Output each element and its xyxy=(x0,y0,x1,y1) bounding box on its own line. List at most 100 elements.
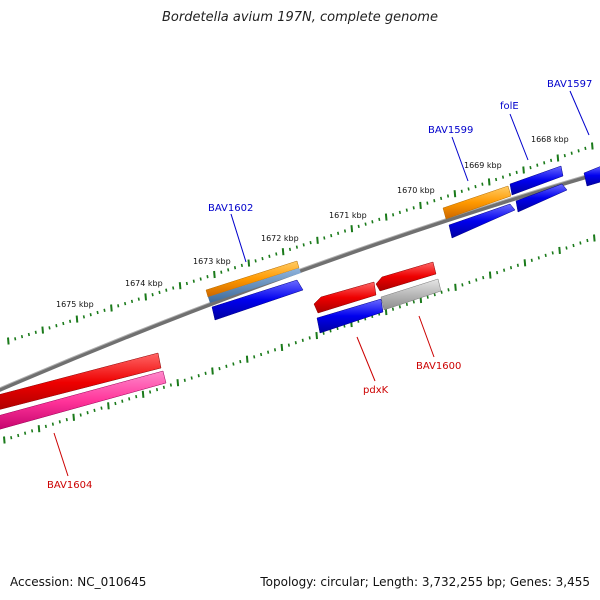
tick-upper-30 xyxy=(213,270,216,279)
tick-upper-47 xyxy=(330,233,333,238)
feature-blue-pdxk[interactable] xyxy=(316,298,384,334)
tick-upper-8 xyxy=(62,321,65,326)
tick-upper-85 xyxy=(591,142,594,150)
tick-lower-73 xyxy=(509,266,513,270)
tick-upper-1 xyxy=(14,337,17,341)
tick-upper-18 xyxy=(130,299,134,304)
tick-upper-22 xyxy=(158,290,161,295)
tick-upper-17 xyxy=(124,301,127,306)
tick-lower-75 xyxy=(523,259,527,267)
tick-lower-81 xyxy=(565,246,568,250)
tick-upper-60 xyxy=(419,201,422,209)
tick-upper-4 xyxy=(34,330,37,334)
tick-lower-22 xyxy=(155,387,159,392)
tick-upper-38 xyxy=(268,254,271,258)
tick-upper-56 xyxy=(392,213,395,217)
scale-ticks-upper xyxy=(7,142,594,345)
tick-lower-19 xyxy=(135,394,138,399)
tick-lower-5 xyxy=(37,425,41,433)
feature-red-1600[interactable] xyxy=(375,261,437,292)
tick-lower-76 xyxy=(530,258,533,262)
tick-lower-23 xyxy=(162,385,165,389)
tick-lower-71 xyxy=(496,270,499,275)
tick-lower-38 xyxy=(267,350,270,354)
tick-lower-35 xyxy=(245,355,249,363)
feature-orange-bav1599[interactable] xyxy=(442,185,512,220)
tick-upper-72 xyxy=(501,175,505,179)
tick-lower-77 xyxy=(537,256,540,260)
tick-upper-73 xyxy=(508,173,511,177)
tick-upper-2 xyxy=(20,334,24,339)
tick-upper-44 xyxy=(309,240,312,245)
tick-lower-68 xyxy=(475,278,478,282)
tick-upper-33 xyxy=(233,266,237,270)
tick-lower-80 xyxy=(558,246,561,254)
tick-lower-21 xyxy=(149,390,152,394)
tick-lower-43 xyxy=(301,338,304,342)
tick-lower-1 xyxy=(10,436,13,440)
feature-pink-bav1604[interactable] xyxy=(0,370,167,432)
tick-upper-63 xyxy=(440,196,443,201)
tick-lower-36 xyxy=(253,355,256,359)
tick-lower-79 xyxy=(551,251,554,255)
tick-upper-84 xyxy=(584,146,587,151)
tick-lower-82 xyxy=(572,243,575,248)
gene-label-fole[interactable]: folE xyxy=(500,101,519,112)
genome-backbone-highlight xyxy=(0,170,600,389)
tick-lower-34 xyxy=(239,359,242,364)
tick-upper-34 xyxy=(240,263,243,268)
scale-label-1669: 1669 kbp xyxy=(464,161,502,170)
tick-lower-20 xyxy=(141,390,145,398)
feature-gray-bav1600[interactable] xyxy=(380,278,442,311)
gene-label-bav1600[interactable]: BAV1600 xyxy=(416,361,461,372)
tick-upper-32 xyxy=(227,268,230,272)
tick-lower-72 xyxy=(503,268,506,272)
tick-upper-61 xyxy=(426,201,429,205)
feature-red-bav1604[interactable] xyxy=(0,352,162,412)
tick-lower-11 xyxy=(79,413,82,417)
tick-lower-13 xyxy=(93,408,96,413)
tick-upper-7 xyxy=(55,324,58,328)
tick-lower-12 xyxy=(86,411,89,415)
feature-blue-bav1599[interactable] xyxy=(448,203,516,239)
gene-label-bav1602[interactable]: BAV1602 xyxy=(208,203,253,214)
tick-upper-78 xyxy=(543,161,546,165)
tick-upper-64 xyxy=(446,194,450,198)
tick-upper-29 xyxy=(206,275,209,279)
tick-lower-40 xyxy=(280,343,284,351)
feature-blue-bav1597[interactable] xyxy=(583,165,600,187)
gene-label-bav1604[interactable]: BAV1604 xyxy=(47,480,92,491)
leader-line-pdxk xyxy=(356,336,376,382)
tick-lower-9 xyxy=(65,417,68,422)
tick-upper-50 xyxy=(350,225,354,233)
tick-lower-32 xyxy=(225,364,228,368)
tick-upper-41 xyxy=(288,247,292,252)
leader-line-bav1597 xyxy=(569,90,590,136)
feature-blue-1668[interactable] xyxy=(515,183,568,213)
feature-blue-1672[interactable] xyxy=(211,279,304,321)
tick-upper-6 xyxy=(48,326,51,330)
gene-label-bav1597[interactable]: BAV1597 xyxy=(547,79,592,90)
scale-label-1675: 1675 kbp xyxy=(56,300,94,309)
tick-lower-31 xyxy=(218,366,221,371)
scale-label-1674: 1674 kbp xyxy=(125,279,163,288)
gene-label-pdxk[interactable]: pdxK xyxy=(363,385,389,396)
tick-upper-65 xyxy=(453,190,457,198)
tick-upper-46 xyxy=(323,236,326,240)
tick-lower-65 xyxy=(454,283,457,291)
tick-lower-8 xyxy=(58,420,61,424)
scale-label-1668: 1668 kbp xyxy=(531,135,569,144)
feature-red-pdxk[interactable] xyxy=(313,281,377,314)
tick-upper-42 xyxy=(295,245,298,249)
tick-upper-70 xyxy=(487,178,491,186)
feature-blue-fole[interactable] xyxy=(509,165,564,196)
tick-lower-33 xyxy=(232,362,235,366)
tick-upper-74 xyxy=(515,170,518,175)
tick-lower-67 xyxy=(468,280,471,285)
feature-steel-bav1602[interactable] xyxy=(208,268,301,303)
tick-upper-24 xyxy=(172,286,175,290)
tick-lower-28 xyxy=(197,374,200,378)
gene-label-bav1599[interactable]: BAV1599 xyxy=(428,125,473,136)
tick-upper-45 xyxy=(316,236,319,244)
